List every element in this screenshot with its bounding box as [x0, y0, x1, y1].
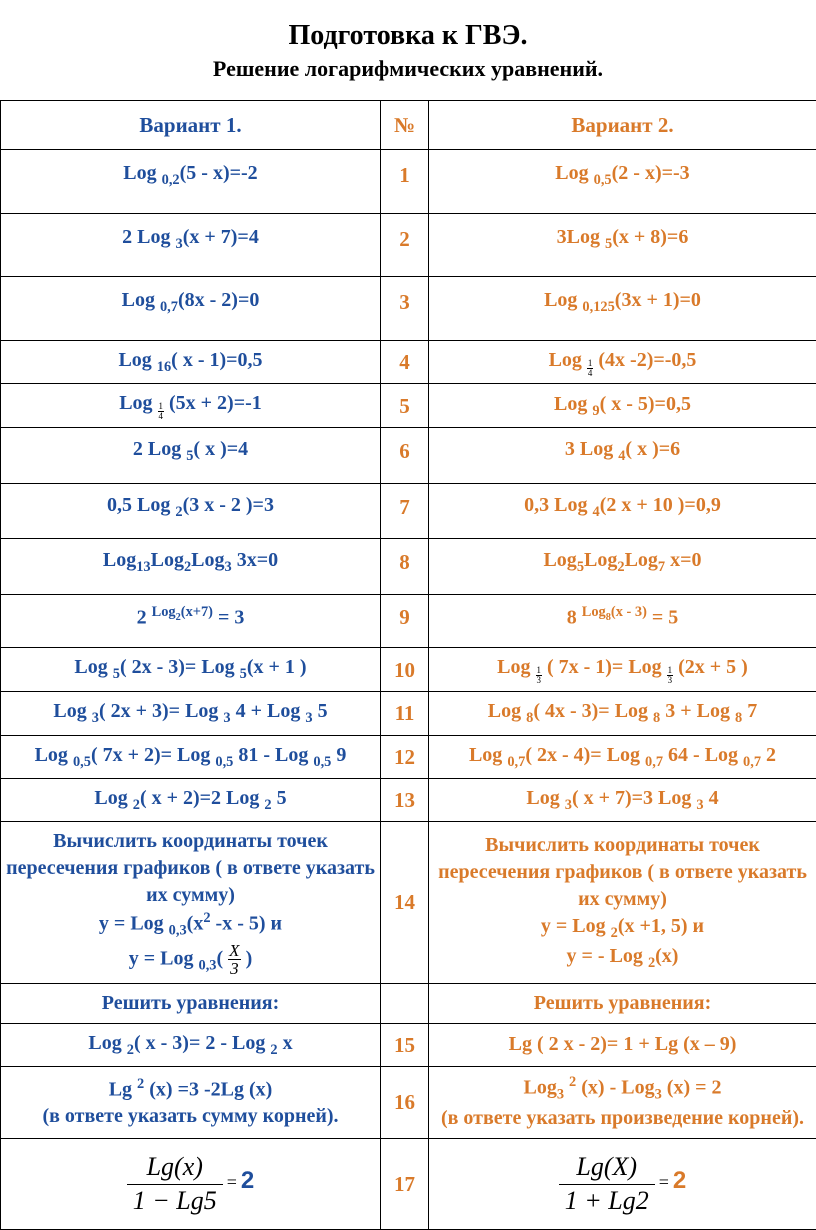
cell-variant-2: Log 0,5(2 - х)=-3 [429, 150, 816, 213]
cell-variant-2: 3Log 5(х + 8)=6 [429, 213, 816, 276]
cell-variant-2: Решить уравнения: [429, 983, 816, 1023]
cell-number: 13 [381, 778, 429, 821]
header-variant-2: Вариант 2. [429, 101, 816, 150]
cell-variant-2: Log 13 ( 7х - 1)= Log 13 (2х + 5 ) [429, 648, 816, 692]
header-number: № [381, 101, 429, 150]
cell-number: 8 [381, 539, 429, 594]
cell-variant-1: Log 2( х - 3)= 2 - Log 2 х [1, 1023, 381, 1066]
cell-number: 6 [381, 428, 429, 483]
cell-variant-2: Log3 2 (х) - Log3 (х) = 2(в ответе указа… [429, 1066, 816, 1138]
cell-variant-1: Log 3( 2х + 3)= Log 3 4 + Log 3 5 [1, 692, 381, 735]
cell-number: 3 [381, 277, 429, 340]
cell-number: 9 [381, 594, 429, 648]
cell-variant-1: Решить уравнения: [1, 983, 381, 1023]
cell-variant-2: Log 0,7( 2х - 4)= Log 0,7 64 - Log 0,7 2 [429, 735, 816, 778]
cell-variant-1: Log 14 (5х + 2)=-1 [1, 384, 381, 428]
cell-variant-1: 2 Log2(х+7) = 3 [1, 594, 381, 648]
page-subtitle: Решение логарифмических уравнений. [0, 56, 816, 82]
cell-variant-1: 2 Log 3(х + 7)=4 [1, 213, 381, 276]
table-body: Вариант 1.№Вариант 2.Log 0,2(5 - х)=-21L… [1, 101, 816, 1230]
cell-variant-2: Log5Log2Log7 х=0 [429, 539, 816, 594]
cell-variant-2: Log 8( 4х - 3)= Log 8 3 + Log 8 7 [429, 692, 816, 735]
cell-number: 11 [381, 692, 429, 735]
cell-variant-1: Log 0,2(5 - х)=-2 [1, 150, 381, 213]
cell-variant-2: 8 Log8(х - 3) = 5 [429, 594, 816, 648]
cell-variant-1: 0,5 Log 2(3 х - 2 )=3 [1, 483, 381, 538]
header-variant-1: Вариант 1. [1, 101, 381, 150]
cell-variant-1: Log13Log2Log3 3х=0 [1, 539, 381, 594]
cell-variant-1: Lg 2 (х) =3 -2Lg (х)(в ответе указать су… [1, 1066, 381, 1138]
cell-variant-2: Log 0,125(3х + 1)=0 [429, 277, 816, 340]
cell-number: 4 [381, 340, 429, 384]
cell-number: 2 [381, 213, 429, 276]
cell-variant-1: Log 0,5( 7х + 2)= Log 0,5 81 - Log 0,5 9 [1, 735, 381, 778]
cell-variant-1: Log 0,7(8х - 2)=0 [1, 277, 381, 340]
cell-variant-1: Вычислить координаты точек пересечения г… [1, 822, 381, 983]
cell-number: 5 [381, 384, 429, 428]
cell-number: 14 [381, 822, 429, 983]
cell-variant-2: 0,3 Log 4(2 х + 10 )=0,9 [429, 483, 816, 538]
cell-variant-2: Log 9( х - 5)=0,5 [429, 384, 816, 428]
cell-number: 15 [381, 1023, 429, 1066]
cell-number: 16 [381, 1066, 429, 1138]
cell-variant-1: 2 Log 5( х )=4 [1, 428, 381, 483]
cell-variant-2: 3 Log 4( х )=6 [429, 428, 816, 483]
cell-variant-1: Log 2( х + 2)=2 Log 2 5 [1, 778, 381, 821]
page-title: Подготовка к ГВЭ. [0, 20, 816, 52]
cell-variant-2: Вычислить координаты точек пересечения г… [429, 822, 816, 983]
cell-number: 1 [381, 150, 429, 213]
cell-variant-2: Lg ( 2 х - 2)= 1 + Lg (х – 9) [429, 1023, 816, 1066]
cell-number: 10 [381, 648, 429, 692]
cell-variant-1: Log 5( 2х - 3)= Log 5(х + 1 ) [1, 648, 381, 692]
cell-variant-2: Lg(X)1 + Lg2 = 2 [429, 1139, 816, 1230]
cell-variant-1: Log 16( х - 1)=0,5 [1, 340, 381, 384]
cell-number: 12 [381, 735, 429, 778]
cell-number [381, 983, 429, 1023]
cell-variant-2: Log 3( х + 7)=3 Log 3 4 [429, 778, 816, 821]
cell-variant-2: Log 14 (4х -2)=-0,5 [429, 340, 816, 384]
cell-number: 7 [381, 483, 429, 538]
problems-table: Вариант 1.№Вариант 2.Log 0,2(5 - х)=-21L… [0, 100, 816, 1230]
cell-number: 17 [381, 1139, 429, 1230]
cell-variant-1: Lg(x)1 − Lg5 = 2 [1, 1139, 381, 1230]
